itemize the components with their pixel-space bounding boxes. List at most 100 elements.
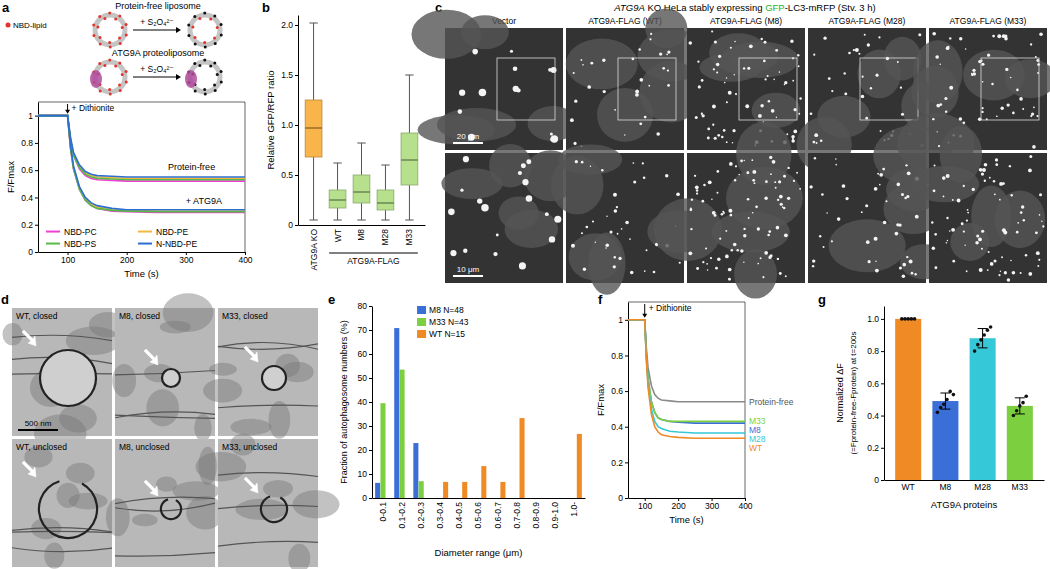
cell	[940, 126, 982, 183]
zoom-box	[860, 58, 918, 120]
punctum	[643, 176, 646, 179]
punctum	[757, 263, 759, 265]
liposome	[90, 59, 128, 96]
punctum	[613, 265, 616, 268]
tick-mark	[295, 125, 298, 126]
data-point	[1018, 404, 1022, 408]
legend-swatch	[417, 330, 426, 338]
punctum	[791, 135, 795, 139]
lipid-dot	[99, 42, 102, 45]
data-point	[948, 390, 952, 394]
panel-letter: e	[328, 292, 335, 307]
punctum	[1016, 231, 1019, 234]
bar	[571, 498, 576, 499]
punctum	[667, 69, 669, 71]
y-axis-title: F/Fmax	[595, 384, 606, 416]
punctum	[1039, 214, 1041, 216]
em-image	[12, 439, 112, 569]
image-label: WT, unclosed	[16, 442, 67, 452]
tick-mark	[625, 391, 628, 392]
membrane	[218, 473, 318, 477]
box	[329, 190, 346, 208]
punctum	[712, 105, 716, 109]
tick: 0.6	[21, 165, 38, 175]
punctum	[624, 134, 625, 135]
micrograph	[911, 126, 1047, 283]
punctum	[810, 112, 813, 115]
legend-item: WT N=15	[417, 329, 465, 339]
punctum	[946, 174, 950, 178]
tick-label: 400	[238, 255, 252, 265]
bar	[558, 498, 563, 499]
punctum	[726, 101, 728, 103]
punctum	[743, 228, 745, 230]
punctum	[865, 204, 868, 207]
punctum	[1023, 219, 1025, 221]
punctum	[768, 230, 771, 233]
panel-f: 10020030040000.20.40.60.81Time (s)F/Fmax…	[595, 302, 794, 525]
data-point	[982, 333, 986, 337]
bar	[1007, 406, 1033, 480]
tick: 0.6	[867, 379, 884, 389]
whisker-cap	[357, 220, 365, 221]
punctum	[783, 175, 786, 178]
tick-label: 200	[120, 255, 134, 265]
punctum	[862, 76, 864, 78]
punctum	[707, 137, 710, 140]
tick-label: 0.2	[21, 220, 33, 230]
data-point	[1021, 401, 1025, 405]
lipid-dot	[193, 15, 196, 18]
bar	[394, 328, 399, 498]
punctum	[735, 93, 737, 95]
punctum	[793, 130, 797, 134]
punctum	[843, 72, 845, 74]
tick-label: 0	[288, 220, 293, 230]
punctum	[946, 242, 948, 244]
cell	[558, 144, 622, 174]
punctum	[1019, 97, 1023, 101]
punctum	[743, 160, 744, 161]
tick-mark	[625, 355, 628, 356]
zoom-box	[981, 58, 1039, 120]
punctum	[696, 192, 698, 194]
punctum	[946, 217, 948, 219]
organelle	[203, 379, 242, 403]
tick-mark	[369, 306, 372, 307]
atg9a-protein	[90, 70, 102, 88]
punctum	[823, 246, 825, 248]
punctum	[463, 156, 469, 162]
punctum	[590, 165, 592, 167]
tick: 0-0.1	[378, 502, 388, 522]
punctum	[942, 176, 946, 180]
punctum	[676, 192, 680, 196]
y-axis-title: F/Fmax	[5, 161, 16, 193]
tick-label: 0.8	[867, 346, 879, 356]
punctum	[987, 269, 989, 271]
tick: 1	[28, 111, 38, 121]
punctum	[976, 234, 979, 237]
punctum	[997, 34, 1001, 38]
membrane	[218, 541, 318, 546]
punctum	[702, 114, 705, 117]
punctum	[707, 269, 709, 271]
image-label: M8, unclosed	[119, 442, 170, 452]
tick-label: 0.3-0.4	[435, 502, 445, 529]
lipid-dot	[194, 89, 197, 92]
lipid-dot	[191, 25, 194, 28]
punctum	[743, 67, 745, 69]
punctum	[816, 142, 818, 144]
legend-label: WT N=15	[429, 329, 465, 339]
data-point	[976, 343, 980, 347]
punctum	[549, 236, 555, 242]
plot-area	[38, 116, 245, 213]
punctum	[1000, 106, 1003, 109]
punctum	[717, 134, 720, 137]
annotation: + ATG9A	[186, 196, 222, 206]
punctum	[906, 195, 909, 198]
data-point	[1015, 409, 1019, 413]
punctum	[550, 132, 553, 135]
tick-label: 0	[618, 493, 623, 503]
punctum	[979, 168, 983, 172]
punctum	[935, 55, 939, 59]
micrograph	[441, 144, 577, 283]
